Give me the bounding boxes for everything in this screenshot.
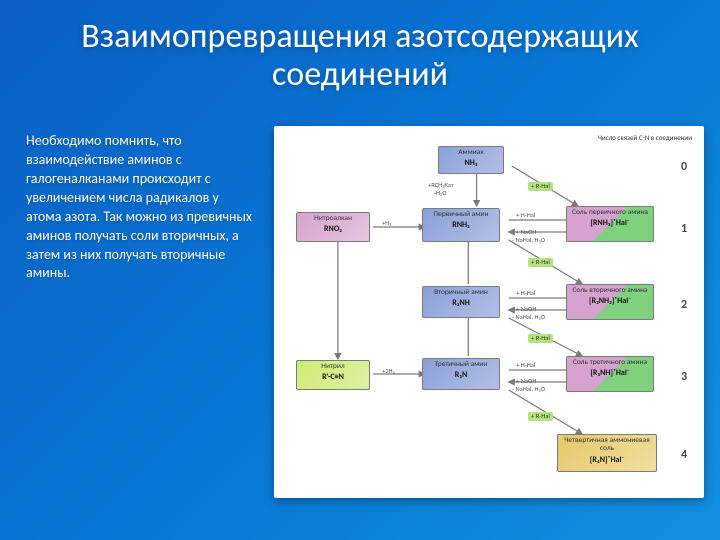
arrow-label: + R-Hal	[528, 334, 553, 343]
arrow-label: + H-Hal	[516, 212, 535, 219]
cn-level: 4	[674, 448, 694, 462]
node-formula: R'-C≡N	[300, 373, 366, 382]
node-name: Четвертичная аммониевая соль	[561, 437, 653, 456]
cn-level: 0	[674, 160, 694, 174]
node-nitroalk: НитроалканRNO₂	[296, 212, 370, 242]
cn-level: 3	[674, 370, 694, 384]
node-formula: [R₄N]⁺Hal⁻	[561, 456, 653, 465]
arrow-label: + NaOH	[516, 378, 536, 385]
arrow-label: + NaOH	[516, 306, 536, 313]
arrow-label: +RCH₂Кат	[428, 182, 454, 189]
node-formula: [RNH₃]⁺Hal⁻	[570, 219, 650, 228]
node-formula: R₃N	[426, 371, 496, 380]
node-nitrile: НитрилR'-C≡N	[296, 360, 370, 390]
node-salt1: Соль первичного амина[RNH₃]⁺Hal⁻	[566, 206, 654, 242]
node-formula: [R₂NH₂]⁺Hal⁻	[570, 297, 650, 306]
node-ammonia: АммиакNH₃	[438, 146, 504, 174]
arrow-label: + R-Hal	[528, 412, 553, 421]
diagram-panel: Число связей C-N в соединении	[274, 126, 704, 498]
node-formula: RNH₂	[426, 221, 496, 230]
slide-title: Взаимопревращения азотсодержащих соедине…	[0, 0, 720, 98]
node-formula: R₂NH	[426, 299, 496, 308]
cn-level: 1	[674, 222, 694, 236]
arrow-label: - NaHal, H₂O	[512, 386, 545, 393]
arrow-label: + H-Hal	[516, 362, 535, 369]
diagram-canvas: Число связей C-N в соединении	[282, 134, 696, 490]
description-text: Необходимо помнить, что взаимодействие а…	[26, 126, 256, 283]
arrow-label: -H₂O	[434, 190, 447, 197]
arrow-label: + R-Hal	[528, 182, 553, 191]
arrow-label: +2H₂	[382, 368, 395, 375]
node-sec: Вторичный аминR₂NH	[422, 286, 500, 318]
node-formula: [R₃NH]⁺Hal⁻	[570, 369, 650, 378]
content-row: Необходимо помнить, что взаимодействие а…	[0, 98, 720, 498]
node-formula: NH₃	[442, 159, 500, 168]
node-prim: Первичный аминRNH₂	[422, 208, 500, 242]
arrow-label: + H-Hal	[516, 290, 535, 297]
cn-header: Число связей C-N в соединении	[598, 134, 692, 142]
arrow-label: - NaHal, H₂O	[512, 314, 545, 321]
node-tert: Третичный аминR₃N	[422, 358, 500, 390]
node-salt2: Соль вторичного амина[R₂NH₂]⁺Hal⁻	[566, 284, 654, 320]
cn-level: 2	[674, 298, 694, 312]
node-salt4: Четвертичная аммониевая соль[R₄N]⁺Hal⁻	[557, 434, 657, 472]
arrow-label: + R-Hal	[528, 258, 553, 267]
arrow-label: - NaHal, H₂O	[512, 237, 545, 244]
node-salt3: Соль третичного амина[R₃NH]⁺Hal⁻	[566, 356, 654, 392]
arrow-label: +H₂	[382, 220, 391, 227]
arrow-label: + NaOH	[516, 229, 536, 236]
node-formula: RNO₂	[300, 225, 366, 234]
